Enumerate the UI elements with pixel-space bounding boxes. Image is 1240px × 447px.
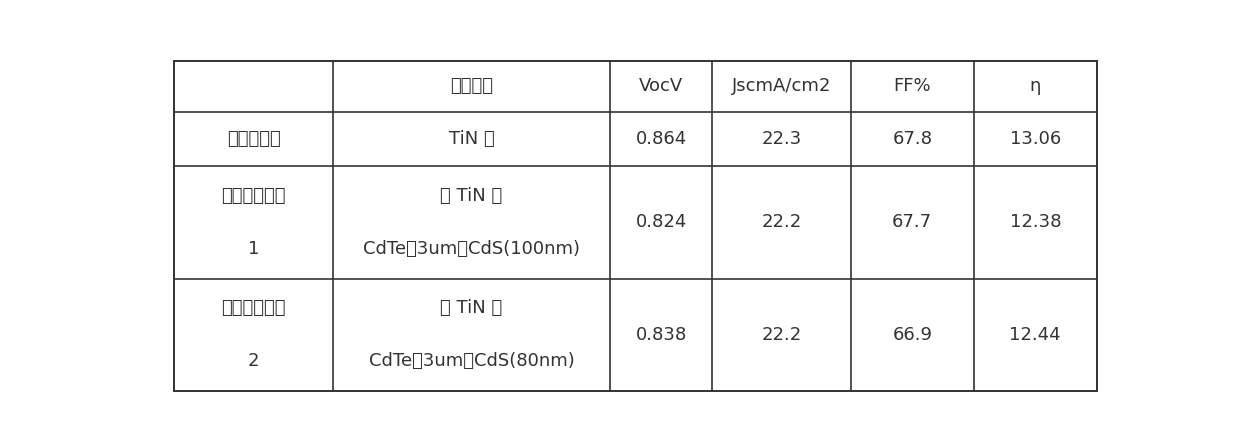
Text: 制备条件: 制备条件	[450, 77, 494, 95]
Text: 无 TiN 层

CdTe（3um）CdS(80nm): 无 TiN 层 CdTe（3um）CdS(80nm)	[368, 299, 574, 370]
Text: 67.8: 67.8	[893, 130, 932, 148]
Text: FF%: FF%	[894, 77, 931, 95]
Text: 66.9: 66.9	[893, 326, 932, 344]
Text: JscmA/cm2: JscmA/cm2	[732, 77, 831, 95]
Text: 13.06: 13.06	[1009, 130, 1061, 148]
Text: 0.864: 0.864	[636, 130, 687, 148]
Text: 0.838: 0.838	[636, 326, 687, 344]
Text: 22.2: 22.2	[761, 326, 802, 344]
Text: 无 TiN 层

CdTe（3um）CdS(100nm): 无 TiN 层 CdTe（3um）CdS(100nm)	[363, 187, 580, 258]
Text: 原太阳能电池

1: 原太阳能电池 1	[222, 187, 286, 258]
Text: 22.3: 22.3	[761, 130, 802, 148]
Text: TiN 层: TiN 层	[449, 130, 495, 148]
Text: VocV: VocV	[639, 77, 683, 95]
Text: 本发明电池: 本发明电池	[227, 130, 280, 148]
Text: 原太阳能电池

2: 原太阳能电池 2	[222, 299, 286, 370]
Text: 22.2: 22.2	[761, 213, 802, 232]
Text: 67.7: 67.7	[893, 213, 932, 232]
Text: 12.44: 12.44	[1009, 326, 1061, 344]
Text: 0.824: 0.824	[635, 213, 687, 232]
Text: η: η	[1029, 77, 1040, 95]
Text: 12.38: 12.38	[1009, 213, 1061, 232]
